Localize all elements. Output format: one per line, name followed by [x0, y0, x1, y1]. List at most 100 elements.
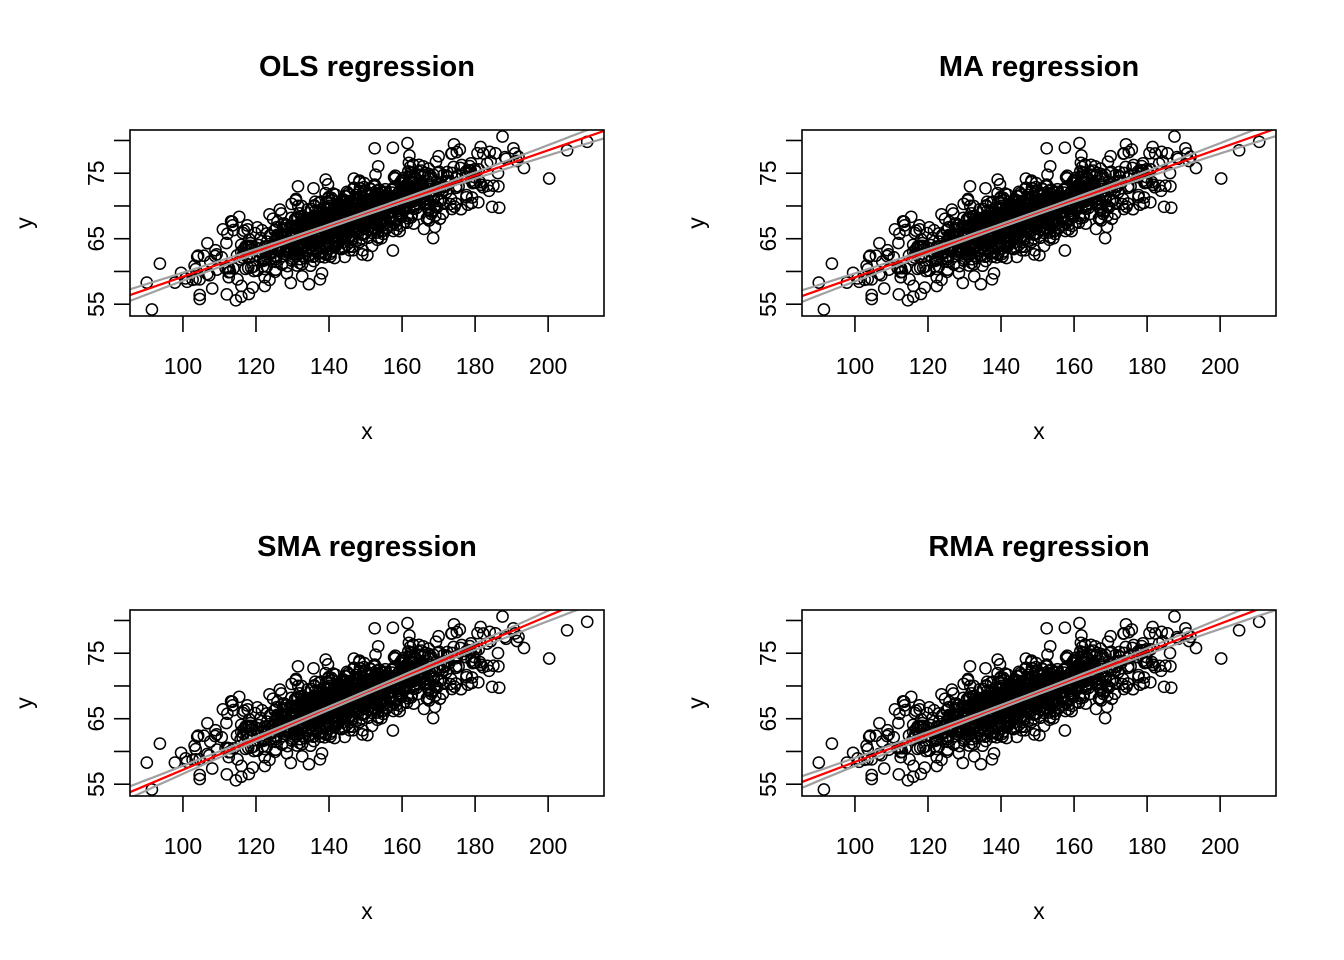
data-point: [471, 626, 484, 640]
data-point: [1122, 625, 1136, 639]
x-tick-label: 100: [836, 353, 874, 379]
data-point: [301, 203, 314, 216]
plot-frame: [129, 129, 605, 317]
data-point: [236, 226, 250, 240]
data-point: [992, 711, 1006, 725]
data-point: [205, 762, 219, 775]
data-point: [935, 252, 949, 266]
data-point: [1060, 169, 1074, 183]
data-point: [1143, 626, 1156, 640]
data-point: [1043, 159, 1057, 173]
data-point: [894, 261, 908, 275]
data-point: [1059, 170, 1073, 184]
data-point: [1143, 146, 1156, 160]
data-point: [920, 706, 934, 720]
data-point: [191, 729, 205, 742]
data-point: [386, 724, 400, 737]
data-point: [1033, 248, 1046, 262]
x-tick-label: 200: [1201, 833, 1239, 859]
y-tick-label: 75: [755, 160, 781, 186]
data-point: [153, 257, 167, 270]
data-point: [1164, 179, 1177, 193]
data-point: [908, 226, 922, 240]
data-point: [981, 695, 995, 709]
data-point: [1041, 168, 1054, 182]
data-point: [893, 707, 906, 721]
data-point: [460, 190, 473, 204]
data-point: [888, 703, 902, 716]
data-point: [193, 288, 207, 302]
y-tick-label: 65: [83, 706, 109, 732]
data-point: [424, 198, 437, 211]
data-point: [560, 623, 574, 637]
data-point: [367, 214, 381, 228]
data-point: [963, 659, 977, 673]
y-tick-label: 55: [83, 771, 109, 797]
x-tick-label: 160: [1055, 353, 1093, 379]
data-point: [174, 746, 188, 760]
y-tick-label: 75: [755, 640, 781, 666]
data-point: [390, 703, 404, 716]
data-point: [1013, 186, 1027, 200]
data-point: [263, 252, 277, 266]
data-point: [222, 270, 236, 284]
data-point: [474, 620, 487, 634]
data-point: [313, 752, 327, 766]
data-point: [295, 269, 309, 283]
data-point: [485, 200, 499, 214]
data-point: [1133, 198, 1147, 212]
data-point: [305, 682, 318, 696]
data-point: [894, 750, 908, 764]
chart-title: MA regression: [939, 51, 1139, 83]
data-point: [242, 287, 256, 301]
data-point: [248, 226, 262, 240]
x-tick-label: 120: [909, 833, 947, 859]
data-point: [865, 772, 879, 786]
data-point: [398, 215, 412, 229]
y-tick-label: 55: [83, 291, 109, 317]
data-point: [974, 277, 988, 291]
data-point: [301, 683, 314, 696]
plot-frame: [801, 609, 1277, 797]
data-point: [342, 203, 356, 217]
data-point: [1073, 616, 1086, 630]
data-point: [353, 174, 366, 187]
data-point: [492, 179, 505, 193]
data-point: [416, 639, 430, 653]
data-point: [385, 182, 399, 196]
data-point: [209, 723, 222, 737]
data-point: [919, 260, 932, 273]
data-point: [368, 141, 382, 155]
data-point: [222, 265, 236, 279]
data-point: [956, 246, 969, 259]
data-point: [1013, 666, 1027, 680]
x-tick-label: 100: [164, 353, 202, 379]
data-point: [863, 249, 877, 262]
data-point: [424, 678, 437, 691]
data-point: [242, 767, 256, 781]
data-point: [914, 767, 928, 781]
y-tick-label: 65: [83, 226, 109, 252]
data-point: [897, 695, 911, 709]
data-point: [1058, 621, 1072, 635]
data-point: [449, 677, 463, 690]
data-point: [424, 685, 438, 698]
data-point: [398, 695, 412, 709]
data-point: [466, 656, 480, 670]
data-point: [361, 248, 374, 262]
data-point: [386, 244, 400, 257]
data-point: [1089, 222, 1103, 236]
data-point: [914, 287, 928, 301]
data-point: [580, 615, 594, 629]
data-point: [355, 231, 369, 245]
x-tick-label: 100: [164, 833, 202, 859]
data-point: [309, 215, 323, 229]
data-point: [145, 303, 159, 316]
data-point: [388, 169, 402, 183]
data-point: [1121, 197, 1135, 210]
data-point: [359, 184, 373, 198]
data-point: [391, 682, 404, 695]
data-point: [386, 141, 400, 155]
data-point: [275, 738, 289, 751]
data-point: [320, 195, 333, 209]
